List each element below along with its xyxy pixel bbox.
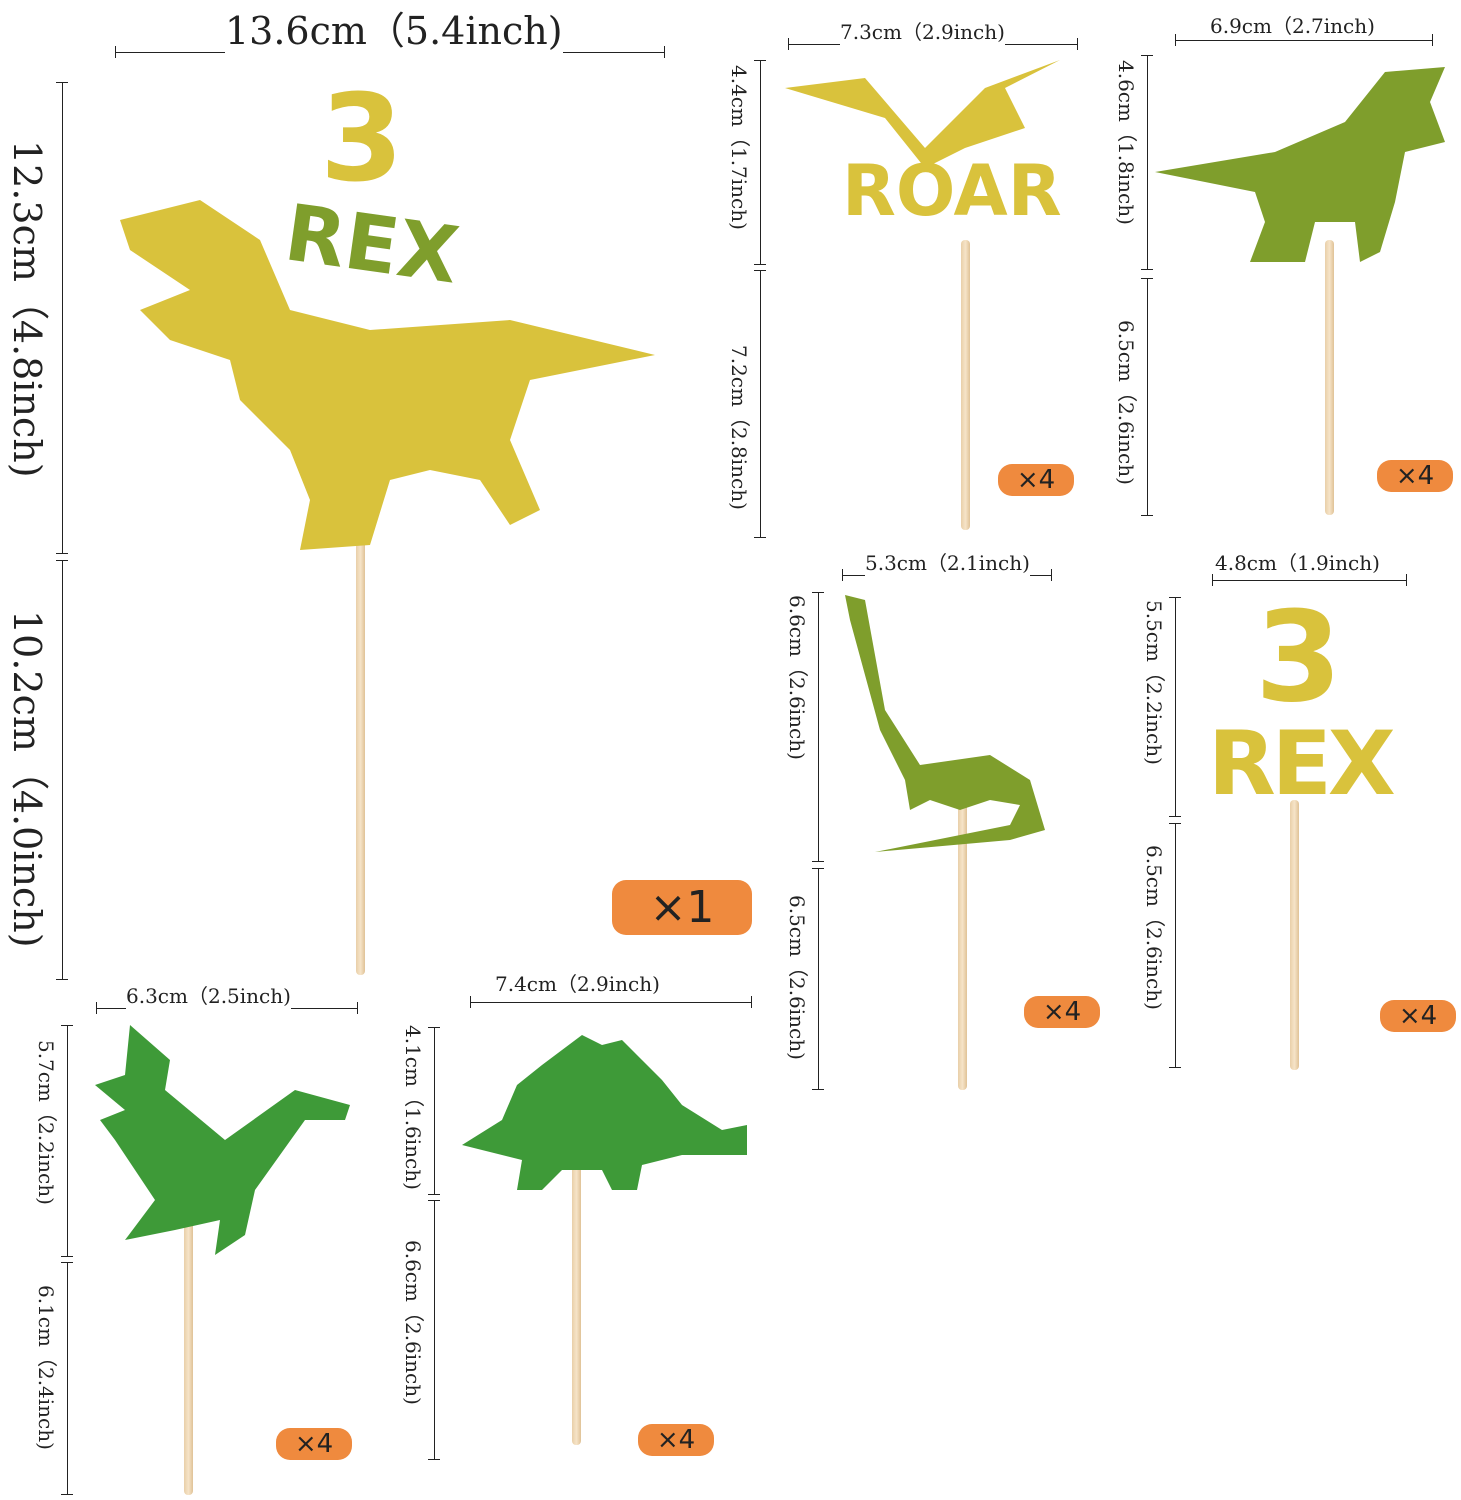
trex-qty-badge: ×4 [1377, 460, 1453, 492]
main-stick [356, 440, 365, 975]
rex3-topper-height-label: 5.5cm（2.2inch) [1142, 600, 1166, 765]
trex-width-line [1175, 34, 1433, 46]
main-qty-badge: ×1 [612, 880, 752, 935]
stego-stick-height-label: 6.6cm（2.6inch) [401, 1240, 425, 1405]
brachio-qty-badge: ×4 [1024, 996, 1100, 1028]
raptor-width-label: 6.3cm（2.5inch) [126, 980, 291, 1009]
stego-qty-badge: ×4 [638, 1424, 714, 1456]
stego-width-label: 7.4cm（2.9inch) [495, 968, 660, 997]
trex-stick-height-line [1141, 278, 1153, 516]
roar-width-label: 7.3cm（2.9inch) [840, 16, 1005, 45]
roar-qty-badge: ×4 [998, 464, 1074, 496]
raptor-stick [184, 1200, 193, 1495]
brachio-topper-height-line [812, 592, 824, 862]
rex3-width-label: 4.8cm（1.9inch) [1215, 547, 1380, 576]
brachio-stick-height-line [812, 868, 824, 1090]
main-number-lettering: 3 [320, 70, 404, 209]
rex3-stick-height-line [1169, 823, 1181, 1068]
brachiosaurus-shape [845, 595, 1045, 852]
velociraptor-shape [95, 1025, 350, 1255]
trex-width-label: 6.9cm（2.7inch) [1210, 10, 1375, 39]
brachio-topper-height-label: 6.6cm（2.6inch) [785, 595, 809, 760]
roar-stick-height-label: 7.2cm（2.8inch) [727, 345, 751, 510]
trex-gold-shape [120, 200, 655, 550]
raptor-topper-height-line [61, 1025, 73, 1257]
main-topper-height-line [56, 82, 68, 554]
stego-topper-height-label: 4.1cm（1.6inch) [401, 1025, 425, 1190]
roar-stick-height-line [754, 270, 766, 538]
brachio-width-label: 5.3cm（2.1inch) [865, 547, 1030, 576]
trex-stick-height-label: 6.5cm（2.6inch) [1114, 320, 1138, 485]
roar-lettering: ROAR [842, 150, 1062, 232]
stego-width-line [470, 996, 752, 1008]
main-topper-height-label: 12.3cm（4.8inch) [5, 140, 49, 478]
rex3-stick-height-label: 6.5cm（2.6inch) [1142, 845, 1166, 1010]
trex-stick [1325, 240, 1334, 515]
roar-topper-height-label: 4.4cm（1.7inch) [727, 65, 751, 230]
raptor-topper-height-label: 5.7cm（2.2inch) [34, 1040, 58, 1205]
rex3-number-lettering: 3 [1255, 585, 1342, 730]
raptor-stick-height-line [61, 1262, 73, 1495]
roar-stick [961, 240, 970, 530]
brachio-stick-height-label: 6.5cm（2.6inch) [785, 895, 809, 1060]
roar-topper-height-line [754, 60, 766, 265]
stego-stick [572, 1150, 581, 1445]
trex-topper-height-line [1141, 55, 1153, 270]
raptor-stick-height-label: 6.1cm（2.4inch) [34, 1285, 58, 1450]
main-width-label: 13.6cm（5.4inch) [225, 0, 563, 55]
stegosaurus-shape [462, 1035, 747, 1190]
main-stick-height-label: 10.2cm（4.0inch) [5, 610, 49, 948]
rex3-width-line [1212, 574, 1407, 586]
rex3-stick [1290, 800, 1299, 1070]
rex3-word-lettering: REX [1208, 712, 1396, 815]
stego-topper-height-line [428, 1027, 440, 1195]
trex-green-shape [1155, 67, 1445, 262]
trex-topper-height-label: 4.6cm（1.8inch) [1114, 60, 1138, 225]
raptor-qty-badge: ×4 [276, 1428, 352, 1460]
rex3-topper-height-line [1169, 597, 1181, 817]
stego-stick-height-line [428, 1200, 440, 1460]
main-stick-height-line [56, 560, 68, 980]
pterodactyl-shape [785, 60, 1060, 168]
brachio-stick [958, 800, 967, 1090]
rex3-qty-badge: ×4 [1380, 1000, 1456, 1032]
